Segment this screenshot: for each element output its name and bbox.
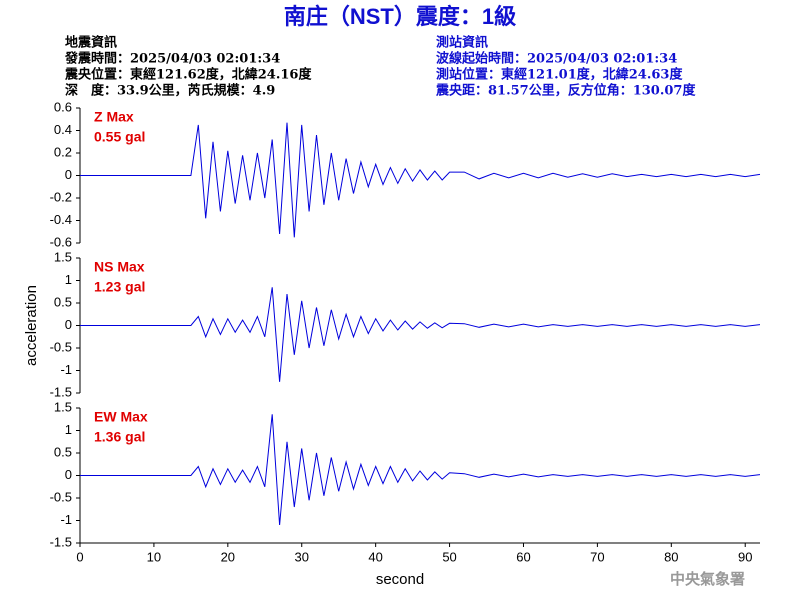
x-tick-label: 10	[147, 549, 161, 564]
y-tick-label: -1	[60, 362, 72, 377]
y-tick-label: -1	[60, 512, 72, 527]
y-tick-label: 1	[65, 422, 72, 437]
y-tick-label: -1.5	[50, 534, 72, 549]
info-right: 測站位置：東經121.01度，北緯24.63度	[436, 67, 683, 83]
x-tick-label: 70	[590, 549, 604, 564]
x-tick-label: 90	[738, 549, 752, 564]
y-axis-label: acceleration	[23, 285, 40, 366]
max-annotation: 1.36 gal	[94, 429, 145, 445]
y-tick-label: 1	[65, 272, 72, 287]
y-tick-label: -1.5	[50, 384, 72, 399]
waveform	[80, 287, 761, 382]
info-left: 發震時間：2025/04/03 02:01:34	[64, 51, 280, 67]
y-tick-label: 0.5	[54, 444, 72, 459]
max-annotation: NS Max	[94, 259, 145, 275]
x-tick-label: 30	[295, 549, 309, 564]
info-left: 深 度：33.9公里，芮氏規模：4.9	[65, 83, 275, 99]
y-tick-label: 0.2	[54, 144, 72, 159]
y-tick-label: -0.2	[50, 189, 72, 204]
x-tick-label: 50	[442, 549, 456, 564]
info-right: 波線起始時間：2025/04/03 02:01:34	[436, 51, 677, 67]
y-tick-label: 0	[65, 467, 72, 482]
x-tick-label: 60	[516, 549, 530, 564]
max-annotation: EW Max	[94, 409, 148, 425]
info-left: 震央位置：東經121.62度，北緯24.16度	[64, 67, 312, 83]
x-axis-label: second	[376, 571, 424, 588]
y-tick-label: -0.5	[50, 489, 72, 504]
y-tick-label: 0.6	[54, 99, 72, 114]
y-tick-label: -0.4	[50, 212, 72, 227]
max-annotation: 1.23 gal	[94, 279, 145, 295]
watermark: 中央氣象署	[670, 570, 745, 588]
x-tick-label: 80	[664, 549, 678, 564]
waveform	[80, 414, 761, 526]
waveform	[80, 122, 761, 238]
y-tick-label: -0.6	[50, 234, 72, 249]
y-tick-label: 1.5	[54, 399, 72, 414]
x-tick-label: 20	[221, 549, 235, 564]
y-tick-label: 0	[65, 167, 72, 182]
max-annotation: Z Max	[94, 109, 134, 125]
x-tick-label: 40	[368, 549, 382, 564]
info-right: 震央距：81.57公里，反方位角：130.07度	[435, 83, 696, 99]
x-tick-label: 0	[76, 549, 83, 564]
info-right: 測站資訊	[436, 35, 488, 51]
info-left: 地震資訊	[65, 35, 117, 51]
chart-title: 南庄（NST）震度：1級	[284, 4, 516, 29]
y-tick-label: 0.5	[54, 294, 72, 309]
y-tick-label: 0	[65, 317, 72, 332]
y-tick-label: -0.5	[50, 339, 72, 354]
y-tick-label: 1.5	[54, 249, 72, 264]
y-tick-label: 0.4	[54, 122, 72, 137]
max-annotation: 0.55 gal	[94, 129, 145, 145]
